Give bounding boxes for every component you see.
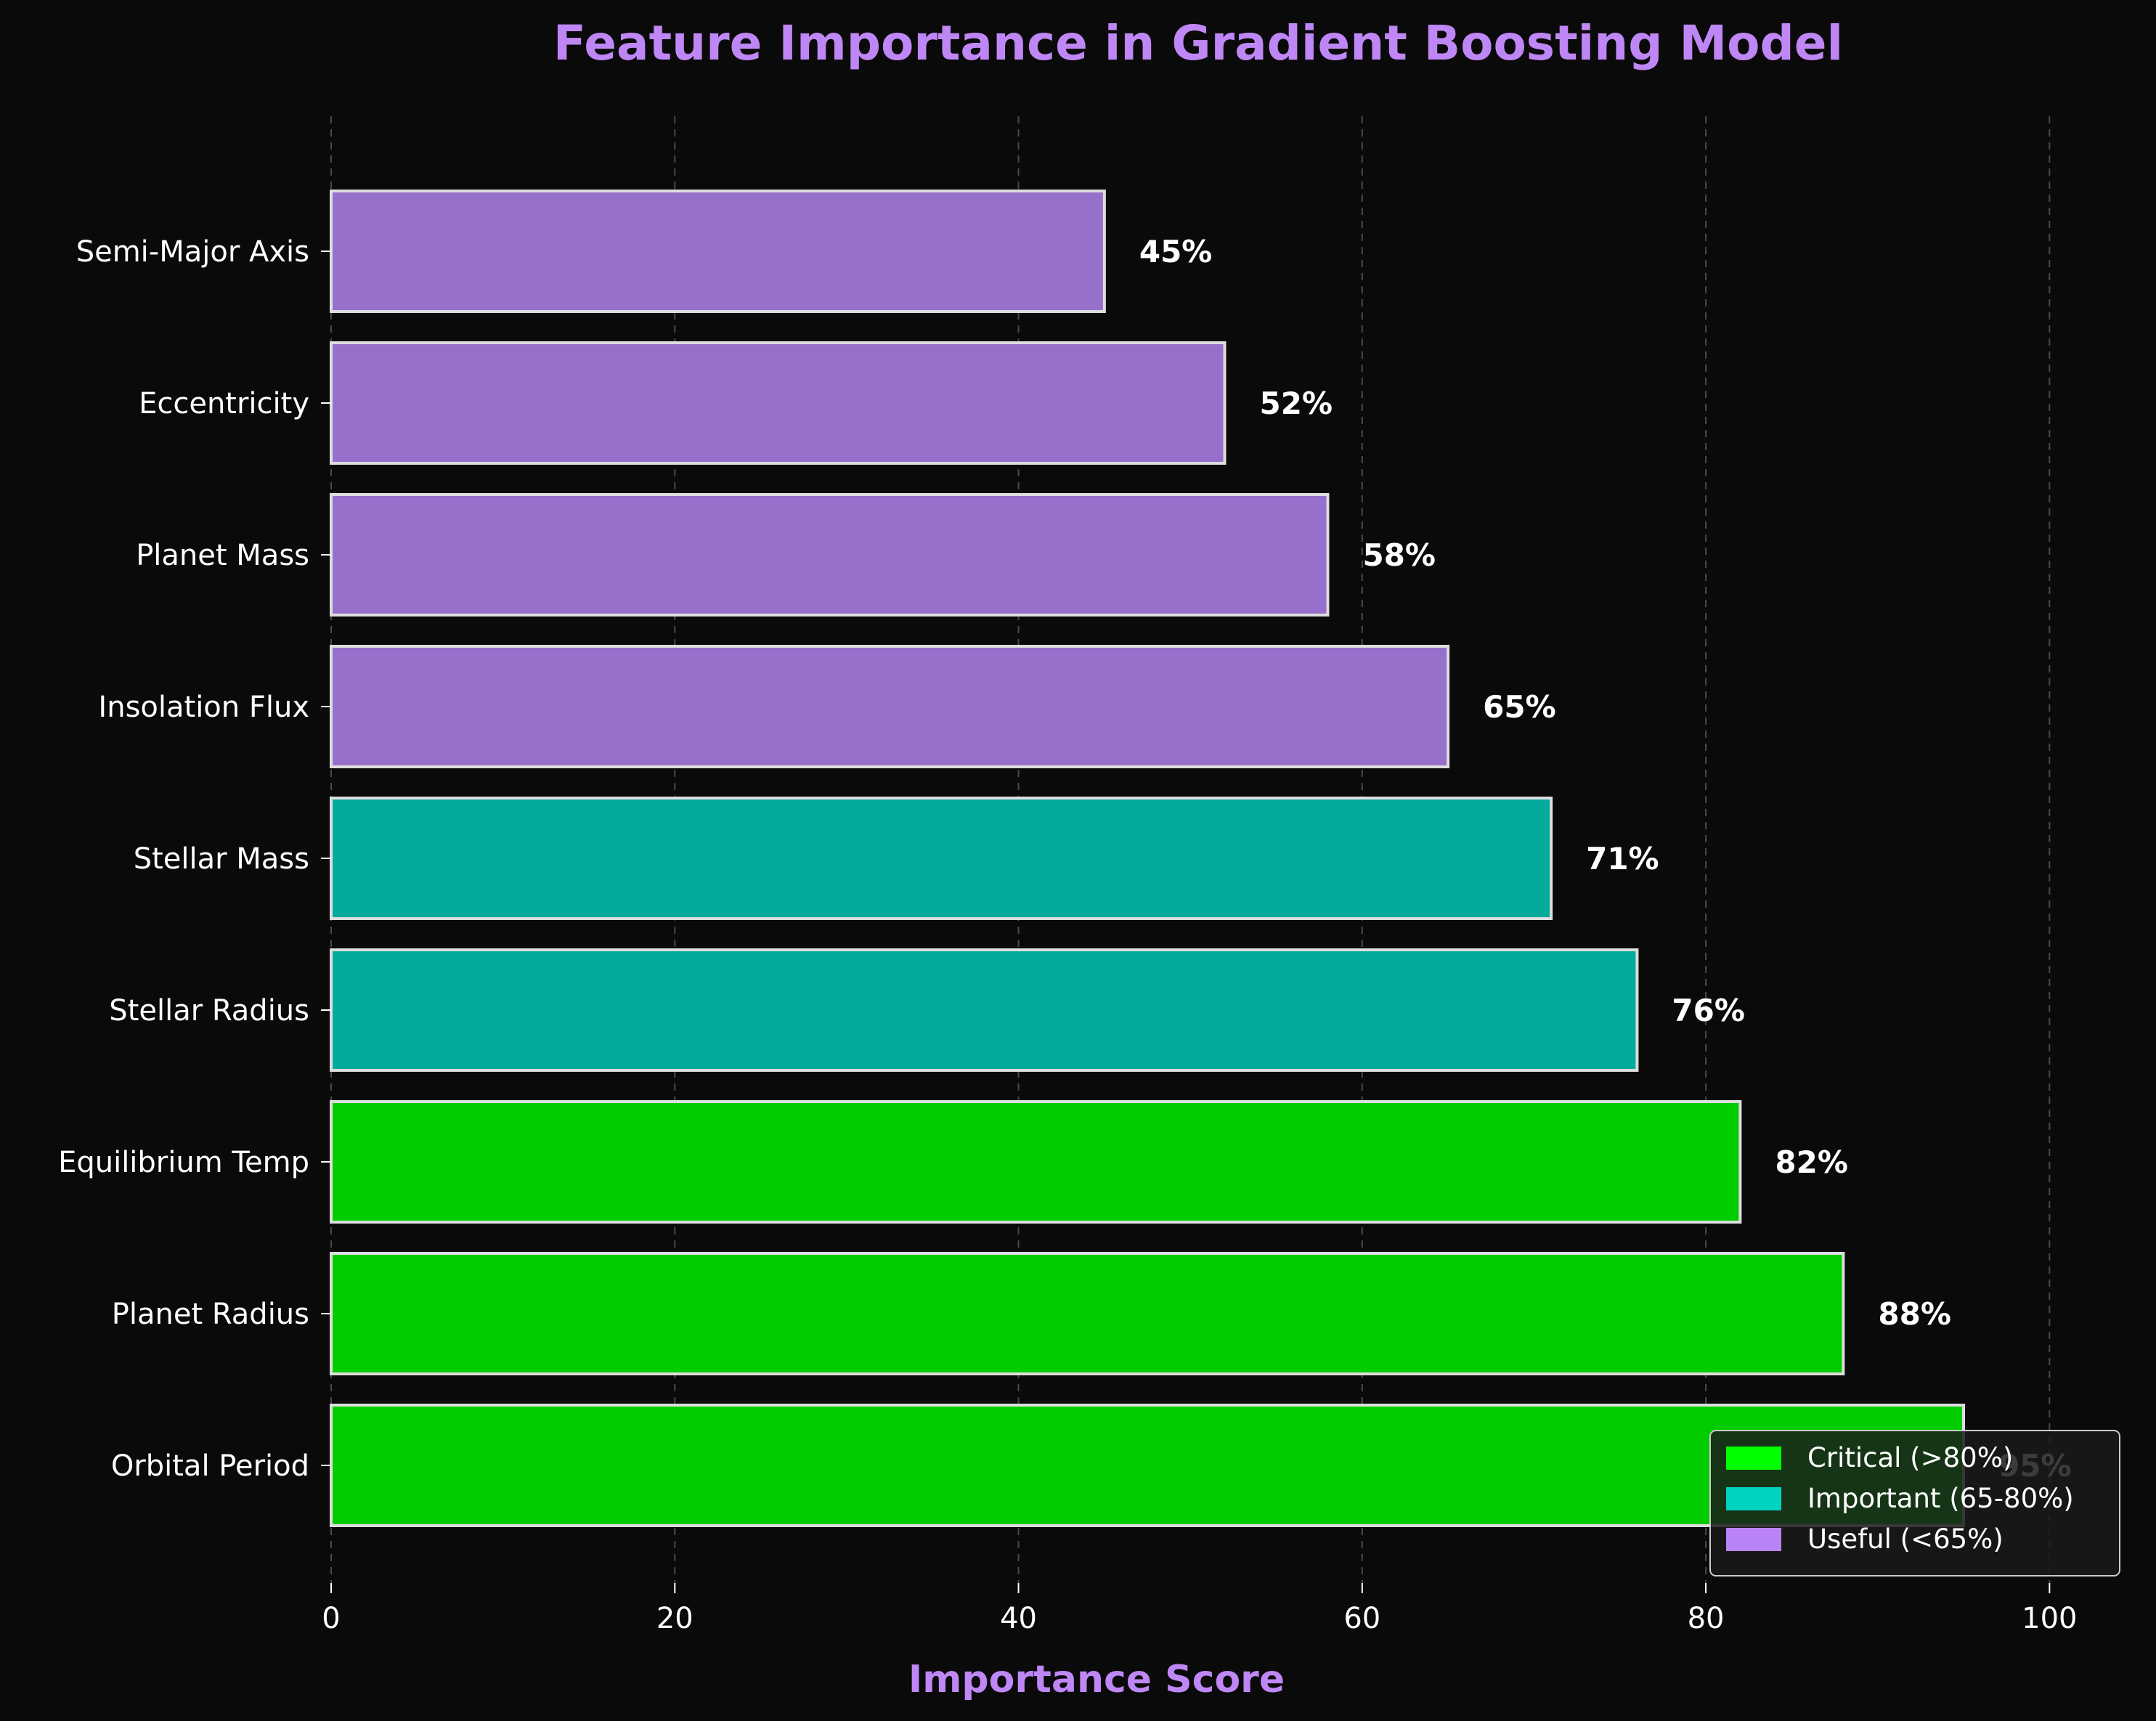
bar-semi-major-axis bbox=[330, 190, 1106, 313]
legend-swatch-0 bbox=[1726, 1447, 1781, 1470]
y-tick-label-4: Stellar Mass bbox=[134, 842, 309, 876]
bar-planet-mass bbox=[330, 493, 1330, 617]
y-tick-label-0: Orbital Period bbox=[111, 1449, 309, 1483]
value-label-7: 52% bbox=[1260, 386, 1333, 421]
x-tick-label-0: 0 bbox=[322, 1602, 340, 1635]
legend-swatch-2 bbox=[1726, 1528, 1781, 1551]
bars-group bbox=[330, 190, 1966, 1527]
value-label-8: 45% bbox=[1139, 234, 1213, 269]
y-tick-label-8: Semi-Major Axis bbox=[76, 235, 309, 269]
value-label-6: 58% bbox=[1362, 537, 1436, 573]
x-axis-ticks: 0 20 40 60 80 100 bbox=[322, 1583, 2078, 1635]
bar-stellar-radius bbox=[330, 948, 1639, 1072]
value-label-5: 65% bbox=[1483, 689, 1556, 725]
bar-planet-radius bbox=[330, 1252, 1845, 1375]
legend-box bbox=[1709, 1430, 2120, 1576]
x-axis-title: Importance Score bbox=[908, 1658, 1285, 1701]
y-tick-label-5: Insolation Flux bbox=[98, 691, 309, 724]
x-tick-label-2: 40 bbox=[1000, 1602, 1037, 1635]
x-tick-label-3: 60 bbox=[1343, 1602, 1380, 1635]
value-label-4: 71% bbox=[1586, 841, 1659, 876]
legend-label-0: Critical (>80%) bbox=[1807, 1442, 2013, 1473]
y-tick-label-2: Equilibrium Temp bbox=[58, 1146, 309, 1179]
x-tick-label-4: 80 bbox=[1688, 1602, 1725, 1635]
y-axis-ticks: Orbital Period Planet Radius Equilibrium T… bbox=[58, 235, 331, 1483]
legend-label-1: Important (65-80%) bbox=[1807, 1483, 2074, 1514]
legend-swatch-1 bbox=[1726, 1487, 1781, 1510]
bar-eccentricity bbox=[330, 341, 1227, 465]
chart-title: Feature Importance in Gradient Boosting … bbox=[553, 15, 1843, 71]
y-tick-label-7: Eccentricity bbox=[139, 387, 309, 420]
value-label-3: 76% bbox=[1672, 993, 1745, 1028]
value-label-2: 82% bbox=[1775, 1144, 1848, 1180]
legend: Critical (>80%) Important (65-80%) Useful … bbox=[1709, 1430, 2120, 1576]
x-tick-label-5: 100 bbox=[2022, 1602, 2077, 1635]
y-tick-label-1: Planet Radius bbox=[112, 1298, 309, 1331]
x-tick-label-1: 20 bbox=[656, 1602, 693, 1635]
y-tick-label-3: Stellar Radius bbox=[109, 994, 309, 1028]
value-label-1: 88% bbox=[1878, 1296, 1951, 1332]
legend-label-2: Useful (<65%) bbox=[1807, 1523, 2004, 1555]
y-tick-label-6: Planet Mass bbox=[136, 539, 309, 572]
bar-stellar-mass bbox=[330, 797, 1553, 920]
bar-equilibrium-temp bbox=[330, 1100, 1742, 1224]
bar-insolation-flux bbox=[330, 645, 1450, 768]
